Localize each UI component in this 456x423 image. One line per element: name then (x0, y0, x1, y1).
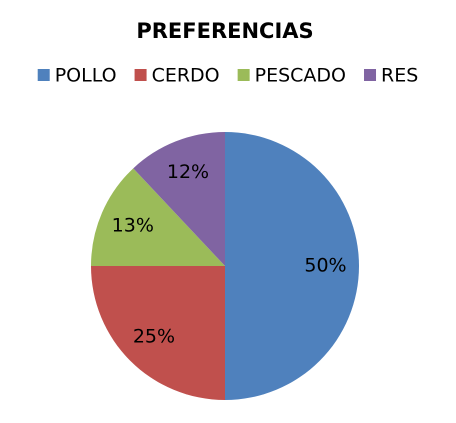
slice-label: 13% (112, 215, 154, 237)
legend-text: RES (381, 65, 418, 87)
chart-title: PREFERENCIAS (136, 19, 313, 43)
legend-swatch (134, 69, 147, 81)
legend-swatch (37, 69, 50, 81)
legend-swatch (364, 69, 377, 81)
slice-label: 12% (167, 161, 209, 183)
legend-text: POLLO (55, 65, 117, 87)
pie-slice (225, 132, 359, 400)
legend-text: CERDO (152, 65, 220, 87)
pie-slice (91, 266, 225, 400)
legend-swatch (237, 69, 250, 81)
pie-slice (91, 168, 225, 266)
legend-text: PESCADO (255, 65, 346, 87)
slice-label: 25% (133, 326, 175, 348)
slice-label: 50% (304, 255, 346, 277)
pie-slice (133, 132, 225, 266)
